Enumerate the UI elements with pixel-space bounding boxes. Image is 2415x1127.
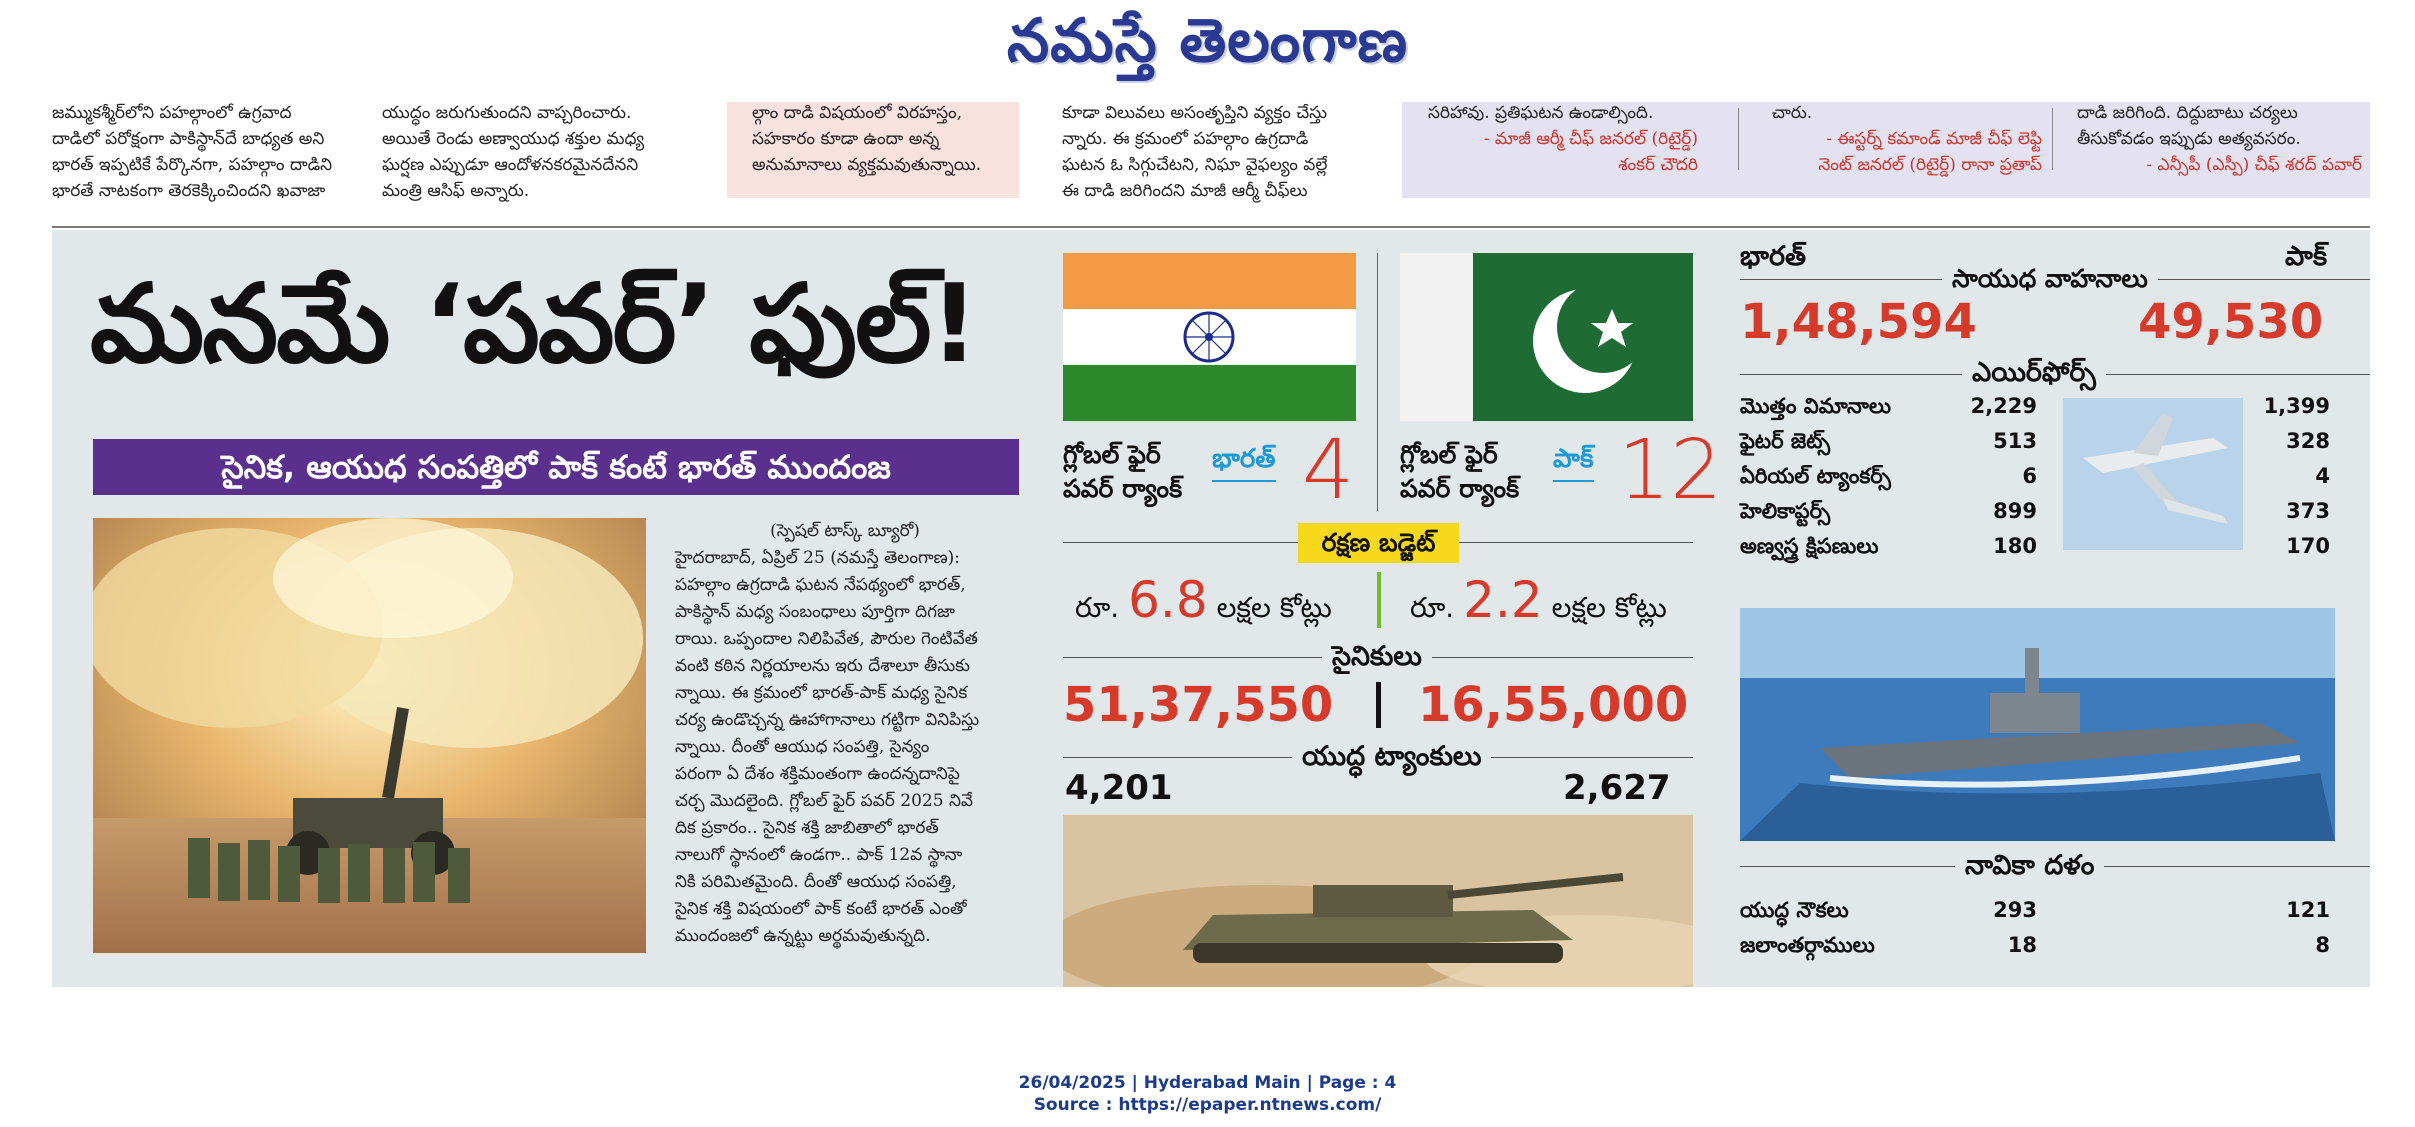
pakistan-rank-country: పాక్ [1553, 444, 1594, 482]
quote-1: సరిహావు. ప్రతిఘటన ఉండాల్సింది. - మాజీ ఆర… [1428, 103, 1698, 175]
subheadline-bar: సైనిక, ఆయుధ సంపత్తిలో పాక్ కంటే భారత్ ము… [93, 439, 1019, 495]
india-tanks-value: 4,201 [1065, 768, 1173, 808]
stat-row-pakistan-value: 373 [2286, 499, 2330, 523]
pakistan-budget: రూ. 2.2 లక్షల కోట్లు [1410, 571, 1667, 629]
quote-3: దాడి జరిగింది. దిద్దుబాటు చర్యలు తీసుకోవ… [2077, 103, 2362, 175]
india-rank-number: 4 [1302, 423, 1355, 518]
newspaper-logo: నమస్తే తెలంగాణ [1006, 6, 1409, 76]
pakistan-soldiers-value: 16,55,000 [1418, 677, 1689, 733]
stat-row-india-value: 293 [1993, 898, 2037, 922]
section-rule [52, 226, 2370, 228]
navy-label: నావికా దళం [1955, 849, 2105, 883]
artillery-photo [93, 518, 646, 953]
stat-row-label: మొత్తం విమానాలు [1740, 394, 1891, 418]
tanks-label: యుద్ధ ట్యాంకులు [1292, 740, 1492, 774]
headline: మనమే ‘పవర్’ ఫుల్! [90, 262, 979, 387]
pakistan-flag [1400, 253, 1693, 421]
stat-row-india-value: 513 [1993, 429, 2037, 453]
quotes-box [1402, 102, 2370, 198]
stat-row-india-value: 2,229 [1970, 394, 2037, 418]
stat-row-pakistan-value: 328 [2286, 429, 2330, 453]
quote-2: చారు. - ఈస్టర్న్ కమాండ్ మాజీ చీఫ్ లెఫ్టి… [1772, 103, 2042, 175]
soldiers-label: సైనికులు [1322, 640, 1432, 674]
page-footer: 26/04/2025 | Hyderabad Main | Page : 4 S… [0, 1072, 2415, 1116]
stat-row-pakistan-value: 4 [2315, 464, 2330, 488]
stat-row-label: జలాంతర్గాములు [1740, 933, 1875, 957]
india-budget: రూ. 6.8 లక్షల కోట్లు [1075, 571, 1332, 629]
masthead: నమస్తే తెలంగాణ [0, 0, 2415, 100]
top-strip-column-1: జమ్ముకశ్మీర్‌లోని పహల్గాంలో ఉగ్రవాద దాడి… [52, 103, 333, 201]
budget-divider [1377, 572, 1381, 628]
stat-row-pakistan-value: 8 [2315, 933, 2330, 957]
stat-row-india-value: 18 [2007, 933, 2037, 957]
stat-row-pakistan-value: 170 [2286, 534, 2330, 558]
footer-source[interactable]: Source : https://epaper.ntnews.com/ [1033, 1095, 1382, 1115]
aircraft-photo [2063, 398, 2243, 550]
quote-divider [2052, 108, 2053, 170]
warship-photo [1740, 608, 2335, 841]
india-armed-vehicles-value: 1,48,594 [1740, 294, 1977, 350]
stat-row-india-value: 180 [1993, 534, 2037, 558]
india-flag [1063, 253, 1356, 421]
pakistan-label-right: పాక్ [2285, 241, 2328, 272]
byline: (స్పెషల్ టాస్క్ బ్యూరో) [770, 521, 920, 541]
soldiers-divider [1376, 682, 1381, 728]
stat-row-label: హెలికాప్టర్స్ [1740, 499, 1831, 523]
stat-row-label: ఫైటర్ జెట్స్ [1740, 429, 1831, 453]
india-rank-country: భారత్ [1212, 444, 1276, 482]
top-strip-pink-box [727, 102, 1019, 198]
stat-row-india-value: 6 [2022, 464, 2037, 488]
top-strip-column-4: కూడా విలువలు అసంతృప్తిని వ్యక్తం చేస్తు … [1062, 103, 1328, 201]
stat-row-label: ఏరియల్ ట్యాంకర్స్ [1740, 464, 1891, 488]
india-label-right: భారత్ [1740, 241, 1806, 272]
stat-row-pakistan-value: 1,399 [2263, 394, 2330, 418]
stat-row-pakistan-value: 121 [2286, 898, 2330, 922]
armed-vehicles-label: సాయుధ వాహనాలు [1942, 262, 2158, 296]
flags-divider [1377, 253, 1378, 511]
airforce-label: ఎయిర్‌ఫోర్స్ [1962, 356, 2106, 390]
stat-row-india-value: 899 [1993, 499, 2037, 523]
article-body: (స్పెషల్ టాస్క్ బ్యూరో) హైదరాబాద్, ఏప్రి… [675, 518, 1015, 950]
india-soldiers-value: 51,37,550 [1063, 677, 1334, 733]
tank-photo [1063, 815, 1693, 987]
pakistan-tanks-value: 2,627 [1563, 768, 1671, 808]
footer-edition: 26/04/2025 | Hyderabad Main | Page : 4 [1018, 1073, 1397, 1093]
top-strip-column-3: ల్గాం దాడి విషయంలో విరహస్తం, సహకారం కూడా… [752, 103, 982, 175]
defence-budget-tag: రక్షణ బడ్జెట్ [1298, 523, 1459, 563]
stat-row-label: యుద్ధ నౌకలు [1740, 898, 1849, 922]
pakistan-rank-number: 12 [1618, 423, 1723, 518]
top-strip-column-2: యుద్ధం జరుగుతుందని వాప్చరించారు. అయితే ర… [382, 103, 645, 201]
quote-divider [1738, 108, 1739, 170]
india-rank-label: గ్లోబల్ ఫైర్ పవర్ ర్యాంక్ [1063, 440, 1183, 503]
pakistan-rank-label: గ్లోబల్ ఫైర్ పవర్ ర్యాంక్ [1400, 440, 1520, 503]
stat-row-label: అణ్వస్త్ర క్షిపణులు [1740, 534, 1879, 558]
pakistan-armed-vehicles-value: 49,530 [2138, 294, 2324, 350]
